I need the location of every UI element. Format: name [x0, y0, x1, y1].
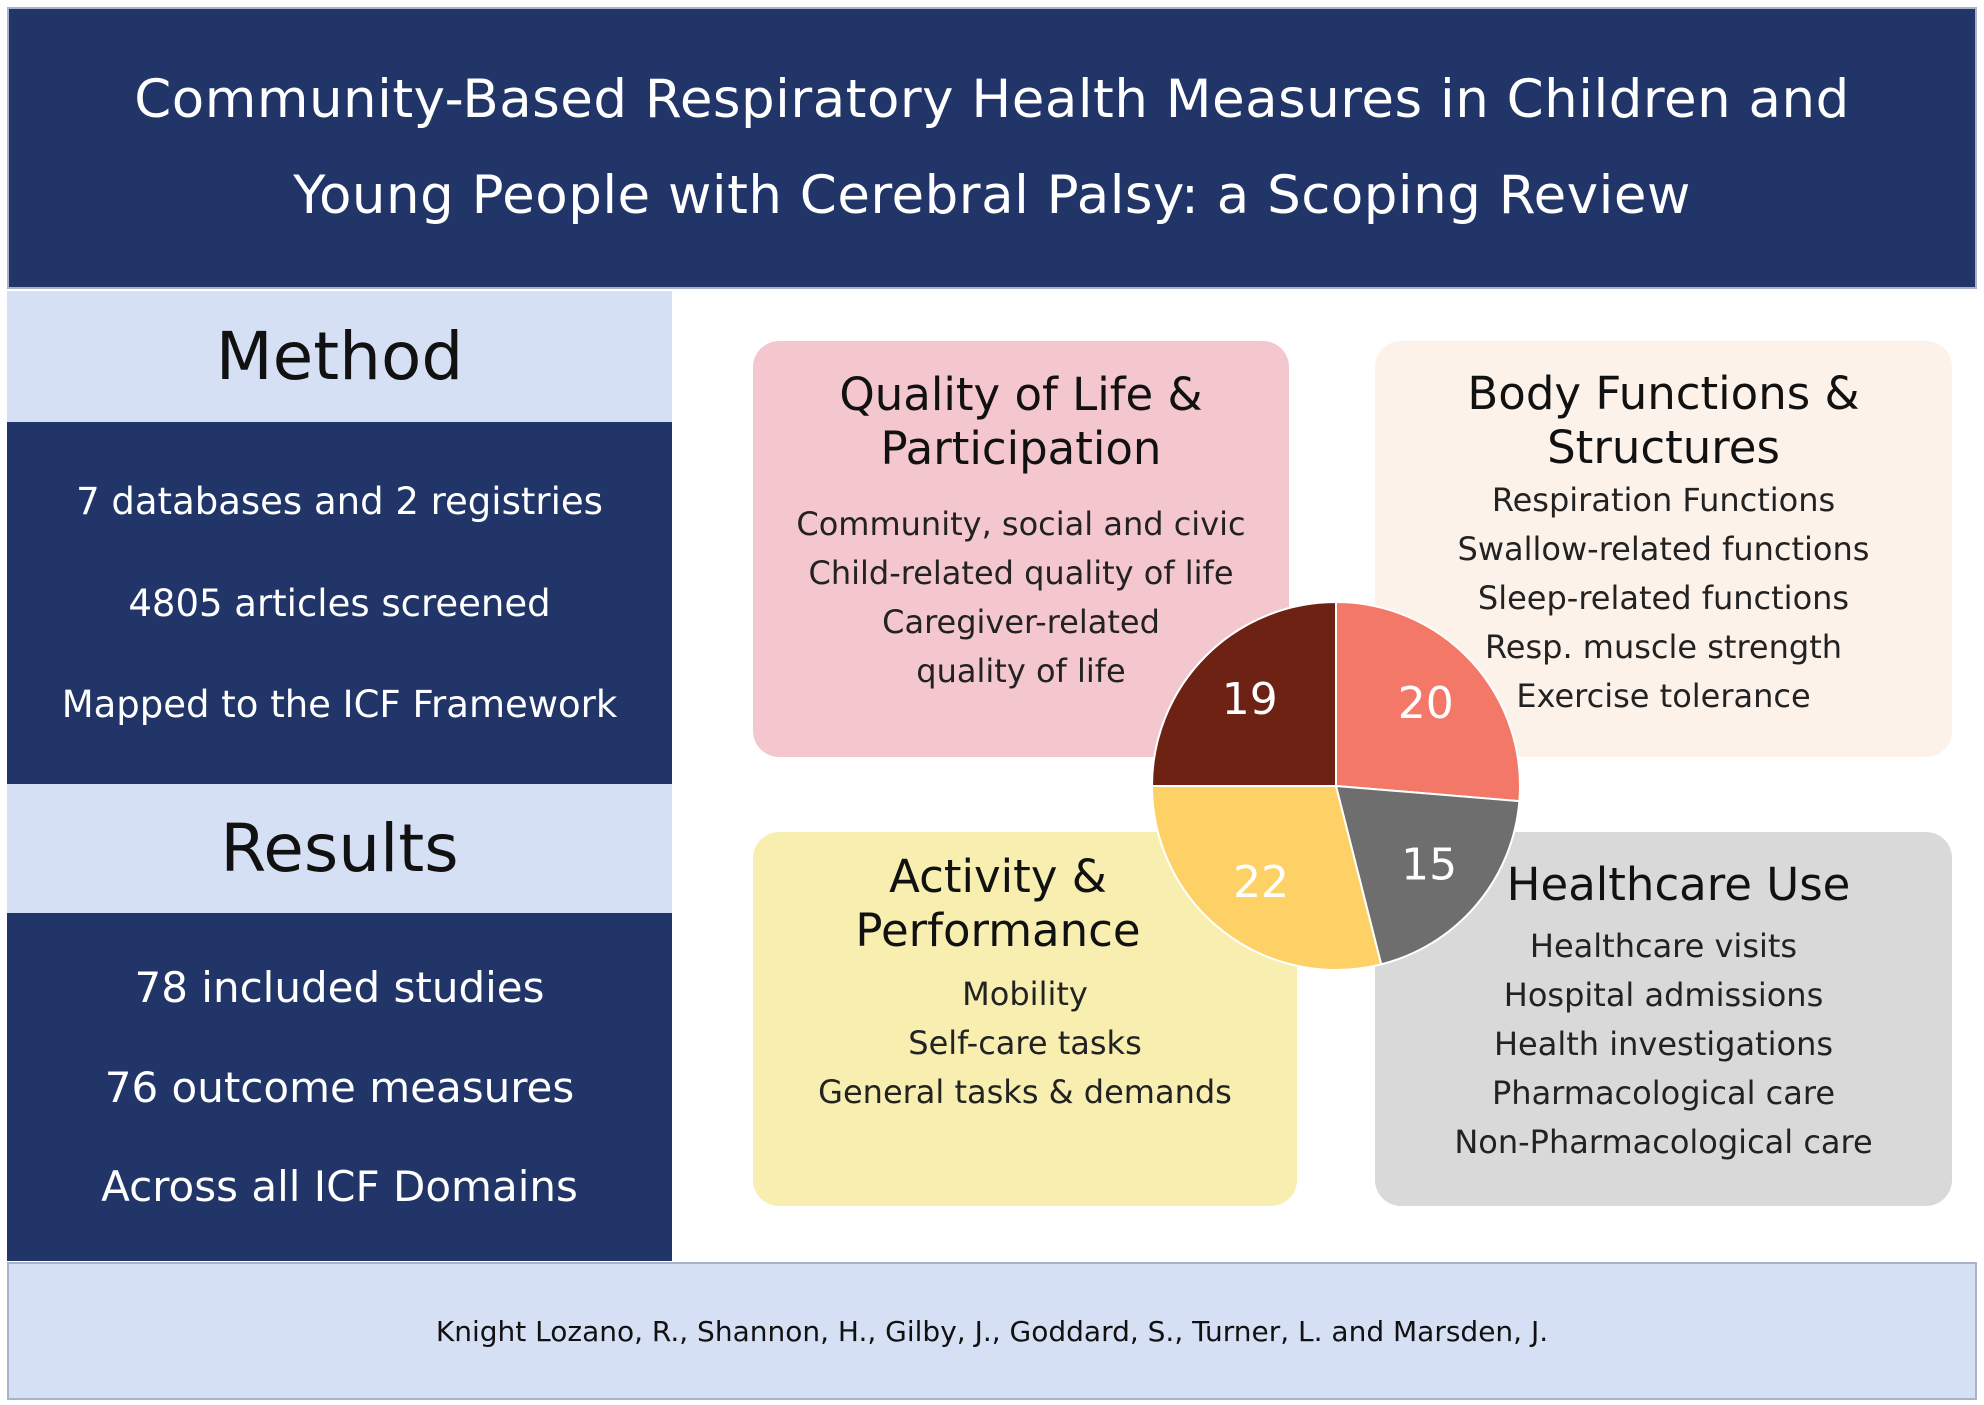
title-line-1: Community-Based Respiratory Health Measu…: [134, 69, 1850, 130]
body-functions-item: Exercise tolerance: [1516, 677, 1811, 715]
pie-slice-4: [1150, 600, 1337, 787]
left-column: Method 7 databases and 2 registries 4805…: [7, 291, 672, 1261]
activity-item: General tasks & demands: [818, 1073, 1232, 1111]
pie-slice-3: [1150, 785, 1383, 971]
citation-footer: Knight Lozano, R., Shannon, H., Gilby, J…: [7, 1262, 1977, 1400]
quality-of-life-title-1: Quality of Life &: [839, 368, 1203, 421]
citation-text: Knight Lozano, R., Shannon, H., Gilby, J…: [435, 1314, 1549, 1348]
healthcare-item: Pharmacological care: [1491, 1074, 1835, 1112]
method-item-databases: 7 databases and 2 registries: [76, 480, 603, 524]
pie-slice-1: [1335, 600, 1521, 803]
quality-of-life-item: Caregiver-related: [882, 603, 1160, 641]
healthcare-item: Health investigations: [1493, 1025, 1834, 1063]
healthcare-title: Healthcare Use: [1506, 858, 1851, 911]
method-heading: Method: [7, 291, 672, 422]
pie-label-3: 22: [1233, 857, 1289, 908]
results-body: 78 included studies 76 outcome measures …: [7, 913, 672, 1261]
domain-pie-chart: 20 15 22 19: [1150, 600, 1521, 971]
healthcare-item: Healthcare visits: [1529, 927, 1798, 965]
method-item-screened: 4805 articles screened: [128, 581, 551, 625]
method-body: 7 databases and 2 registries 4805 articl…: [7, 422, 672, 784]
healthcare-item: Hospital admissions: [1503, 976, 1824, 1014]
title-line-2: Young People with Cerebral Palsy: a Scop…: [293, 165, 1691, 226]
title-banner: Community-Based Respiratory Health Measu…: [7, 7, 1977, 289]
pie-label-2: 15: [1401, 839, 1457, 890]
body-functions-item: Sleep-related functions: [1477, 579, 1850, 617]
body-functions-title-1: Body Functions &: [1467, 367, 1860, 420]
quality-of-life-item: Community, social and civic: [796, 505, 1246, 543]
pie-label-1: 20: [1398, 678, 1454, 729]
quality-of-life-title-2: Participation: [880, 422, 1162, 475]
pie-label-4: 19: [1222, 674, 1278, 725]
pie-slice-2: [1334, 784, 1521, 966]
activity-item: Self-care tasks: [908, 1024, 1142, 1062]
results-item-measures: 76 outcome measures: [104, 1062, 575, 1112]
activity-title-2: Performance: [855, 904, 1141, 957]
results-item-domains: Across all ICF Domains: [101, 1161, 578, 1211]
method-item-mapped: Mapped to the ICF Framework: [61, 682, 618, 726]
results-heading: Results: [7, 784, 672, 913]
activity-title-1: Activity &: [889, 850, 1107, 903]
body-functions-item: Respiration Functions: [1491, 481, 1836, 519]
results-item-studies: 78 included studies: [134, 963, 545, 1013]
healthcare-item: Non-Pharmacological care: [1454, 1123, 1873, 1161]
quality-of-life-item: Child-related quality of life: [808, 554, 1234, 592]
body-functions-title-2: Structures: [1547, 421, 1780, 474]
activity-item: Mobility: [962, 975, 1088, 1013]
quality-of-life-item: quality of life: [916, 652, 1126, 690]
body-functions-item: Swallow-related functions: [1457, 530, 1870, 568]
body-functions-item: Resp. muscle strength: [1484, 628, 1843, 666]
